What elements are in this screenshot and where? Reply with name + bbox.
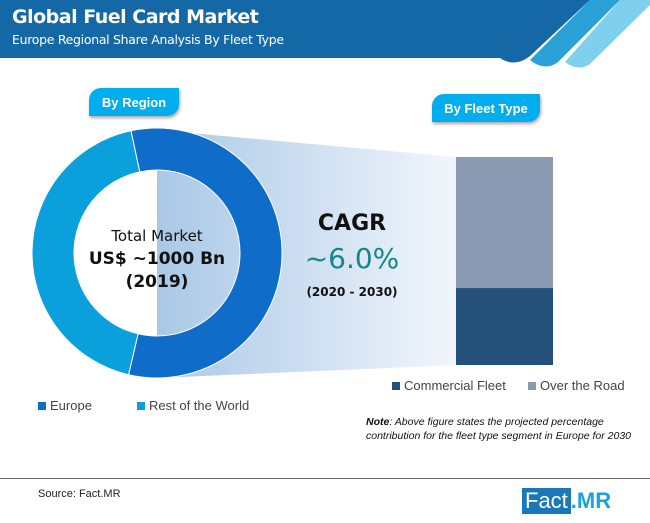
by-region-pill: By Region: [89, 88, 179, 116]
center-total-value: US$ ~1000 Bn: [89, 249, 225, 269]
divider: [0, 478, 650, 479]
donut-slice-europe: [127, 127, 283, 379]
center-total-year: (2019): [126, 272, 189, 292]
page-title: Global Fuel Card Market: [12, 6, 259, 28]
by-fleet-type-pill: By Fleet Type: [432, 94, 540, 122]
cagr-value: ~6.0%: [305, 242, 400, 275]
source-text: Source: Fact.MR: [38, 488, 121, 500]
stacked-bar: [456, 157, 553, 365]
donut-slice-rest-of-the-world: [31, 130, 141, 376]
legend-label: Commercial Fleet: [404, 378, 506, 393]
factmr-logo: Fact .MR: [522, 488, 611, 514]
legend-swatch-commercial: [392, 381, 400, 390]
note-label: Note: [366, 416, 390, 428]
cagr-period: (2020 - 2030): [306, 285, 397, 299]
legend-over-the-road: Over the Road: [528, 378, 625, 393]
bar-segment-commercial-fleet: [456, 288, 553, 365]
legend-label: Europe: [50, 398, 92, 413]
legend-commercial-fleet: Commercial Fleet: [392, 378, 506, 393]
legend-europe: Europe: [38, 398, 92, 413]
note-text: : Above figure states the projected perc…: [366, 416, 631, 442]
page-subtitle: Europe Regional Share Analysis By Fleet …: [12, 32, 284, 47]
header-banner: [0, 0, 650, 68]
chart-area: Total Market US$ ~1000 Bn (2019) CAGR ~6…: [31, 127, 553, 379]
legend-swatch-rest: [137, 401, 145, 410]
legend-rest-of-world: Rest of the World: [137, 398, 249, 413]
logo-part2: .MR: [570, 488, 612, 513]
legend-label: Rest of the World: [149, 398, 250, 413]
footnote: Note: Above figure states the projected …: [366, 415, 636, 443]
cagr-title: CAGR: [318, 211, 386, 236]
legend-label: Over the Road: [540, 378, 625, 393]
legend-swatch-otr: [528, 381, 536, 390]
donut-chart: [31, 127, 283, 379]
center-total-label: Total Market: [110, 227, 202, 245]
bar-segment-over-the-road: [456, 157, 553, 289]
legend-swatch-europe: [38, 401, 46, 410]
logo-part1: Fact: [522, 488, 571, 514]
